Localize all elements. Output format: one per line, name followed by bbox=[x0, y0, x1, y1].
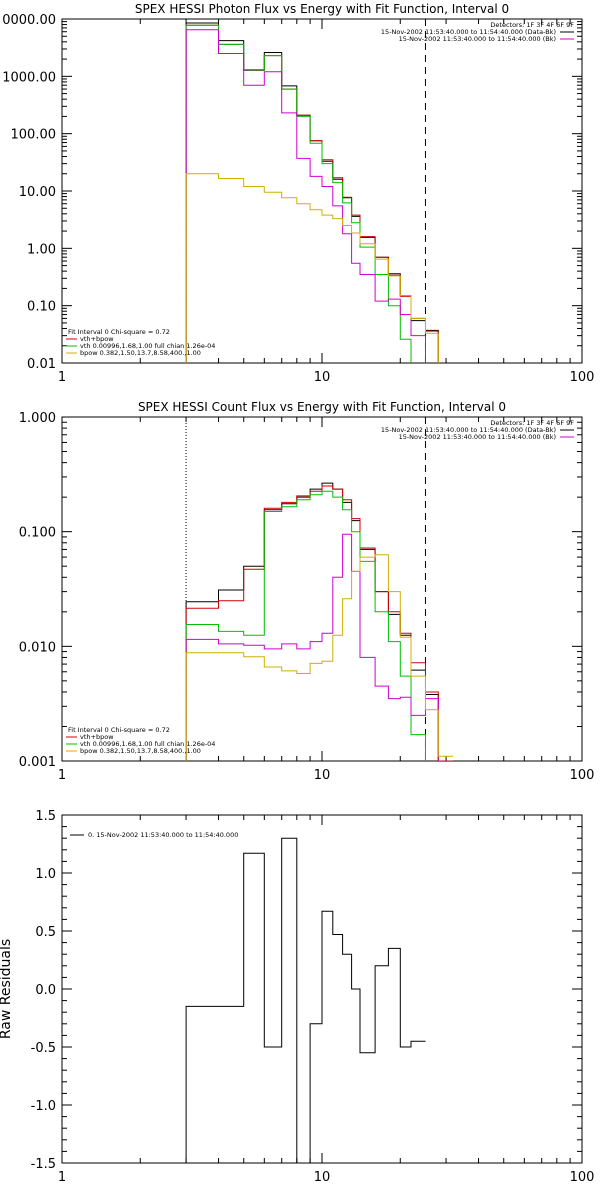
plot-area bbox=[185, 417, 454, 761]
series-0-histogram bbox=[185, 22, 439, 363]
legend-bottomleft-entry: Fit Interval 0 Chi-square = 0.72 bbox=[68, 328, 170, 336]
y-tick-label: 1.00 bbox=[27, 242, 56, 257]
y-tick-label: -1.0 bbox=[31, 1099, 56, 1114]
plot-frame bbox=[61, 416, 583, 762]
y-tick-label: 0.010 bbox=[19, 640, 56, 655]
series-4-histogram bbox=[185, 554, 454, 761]
x-tick-label: 100 bbox=[570, 768, 595, 783]
legend-topleft-entry: 0. 15-Nov-2002 11:53:40.000 to 11:54:40.… bbox=[88, 831, 238, 839]
plot-area bbox=[185, 837, 426, 1163]
legend-topright-entry: Detectors: 1F 3F 4F 6F 9F bbox=[490, 21, 574, 29]
chart-title: SPEX HESSI Count Flux vs Energy with Fit… bbox=[138, 400, 506, 414]
series-3-histogram bbox=[185, 29, 426, 363]
legend-bottomleft-entry: bpow 0.382,1.50,13.7,8.58,400.,1.00 bbox=[80, 349, 201, 357]
y-tick-label: 1.0 bbox=[35, 867, 56, 882]
x-tick-label: 10 bbox=[314, 1170, 331, 1185]
y-tick-label: 1.000 bbox=[19, 411, 56, 426]
series-0-histogram bbox=[185, 482, 439, 761]
plot-area bbox=[185, 19, 439, 363]
y-tick-label: 100.00 bbox=[11, 128, 57, 143]
series-3-histogram bbox=[185, 533, 439, 761]
y-tick-label: 0000.00 bbox=[2, 13, 56, 28]
y-axis-label: Raw Residuals bbox=[0, 939, 14, 1039]
residuals-panel: 1 10 100 1.5 1.0 0.5 0.0 -0.5 -1.0 -1.5 Raw Residu… bbox=[0, 809, 594, 1185]
series-2-histogram bbox=[185, 24, 412, 363]
x-tick-label: 1 bbox=[58, 370, 66, 385]
y-tick-label: 0.01 bbox=[27, 357, 56, 372]
y-tick-label: 1.5 bbox=[35, 809, 56, 824]
legend-bottomleft-entry: Fit Interval 0 Chi-square = 0.72 bbox=[68, 726, 170, 734]
series-1-histogram bbox=[185, 485, 454, 761]
x-tick-label: 10 bbox=[314, 370, 331, 385]
plot-frame bbox=[61, 18, 583, 364]
y-tick-label: -1.5 bbox=[31, 1157, 56, 1172]
x-tick-label: 100 bbox=[570, 1170, 595, 1185]
legend-bottomleft-entry: vth+bpow bbox=[80, 335, 114, 343]
legend-topright-entry: 15-Nov-2002 11:53:40.000 to 11:54:40.000… bbox=[381, 426, 556, 434]
y-tick-label: 0.0 bbox=[35, 983, 56, 998]
x-tick-label: 10 bbox=[314, 768, 331, 783]
legend-topright-entry: 15-Nov-2002 11:53:40.000 to 11:54:40.000… bbox=[399, 35, 556, 43]
legend-topright-entry: Detectors: 1F 3F 4F 6F 9F bbox=[490, 419, 574, 427]
legend-bottomleft-entry: bpow 0.382,1.50,13.7,8.58,400.,1.00 bbox=[80, 747, 201, 755]
legend-bottomleft-entry: vth+bpow bbox=[80, 733, 114, 741]
legend-topright-entry: 15-Nov-2002 11:53:40.000 to 11:54:40.000… bbox=[399, 433, 556, 441]
legend-bottomleft-entry: vth 0.00996,1.68,1.00 full chian 1.26e-0… bbox=[80, 342, 215, 350]
series-0-histogram bbox=[185, 837, 426, 1163]
y-tick-label: 1000.00 bbox=[2, 70, 56, 85]
series-4-histogram bbox=[185, 173, 439, 363]
chart-title: SPEX HESSI Photon Flux vs Energy with Fi… bbox=[135, 2, 509, 16]
count-flux-panel: SPEX HESSI Count Flux vs Energy with Fit… bbox=[19, 400, 595, 783]
x-tick-label: 1 bbox=[58, 768, 66, 783]
y-tick-label: 0.10 bbox=[27, 300, 56, 315]
y-tick-label: -0.5 bbox=[31, 1041, 56, 1056]
series-1-histogram bbox=[185, 24, 439, 363]
photon-flux-panel: SPEX HESSI Photon Flux vs Energy with Fi… bbox=[2, 2, 595, 385]
y-tick-label: 0.5 bbox=[35, 925, 56, 940]
x-tick-label: 1 bbox=[58, 1170, 66, 1185]
x-tick-label: 100 bbox=[570, 370, 595, 385]
y-tick-label: 10.00 bbox=[19, 185, 56, 200]
y-tick-label: 0.100 bbox=[19, 526, 56, 541]
legend-topright-entry: 15-Nov-2002 11:53:40.000 to 11:54:40.000… bbox=[381, 28, 556, 36]
y-tick-label: 0.001 bbox=[19, 755, 56, 770]
legend-bottomleft-entry: vth 0.00996,1.68,1.00 full chian 1.26e-0… bbox=[80, 740, 215, 748]
